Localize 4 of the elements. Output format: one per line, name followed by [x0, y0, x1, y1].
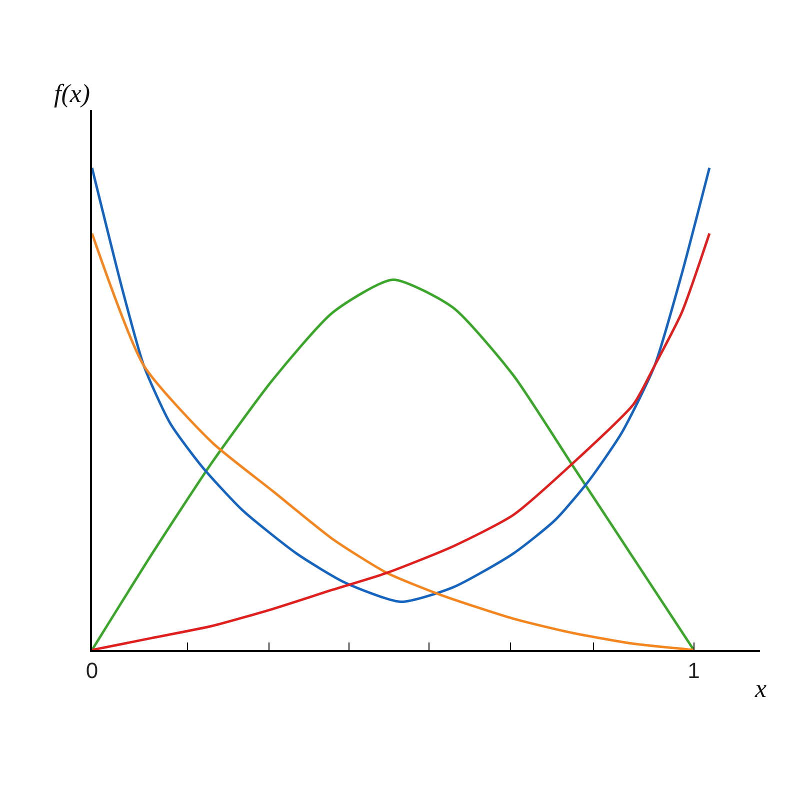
x-tick-label: 1 [688, 658, 700, 684]
x-tick-label: 0 [86, 658, 98, 684]
x-axis-title: x [754, 674, 767, 703]
y-axis-title: f(x) [54, 79, 90, 108]
